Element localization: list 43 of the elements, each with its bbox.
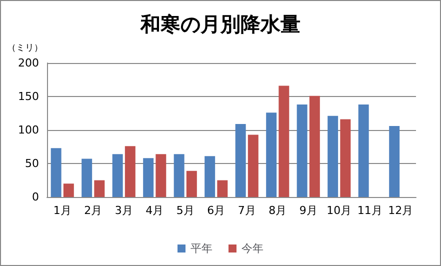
bar <box>204 156 216 197</box>
bar <box>186 170 197 197</box>
x-tick-label: 10月 <box>326 204 352 217</box>
legend-label: 平年 <box>190 242 212 255</box>
bar <box>143 158 154 197</box>
bar <box>340 119 351 197</box>
bar <box>50 148 62 197</box>
x-tick-label: 11月 <box>357 204 382 217</box>
bar <box>174 154 184 197</box>
bar <box>235 124 246 197</box>
x-tick-label: 5月 <box>176 204 194 217</box>
bar <box>389 126 400 197</box>
x-tick-label: 6月 <box>207 204 226 217</box>
bar <box>248 134 258 197</box>
bar <box>82 158 92 197</box>
y-tick-label: 100 <box>18 124 39 136</box>
x-tick-label: 3月 <box>114 204 133 217</box>
bar <box>358 104 369 197</box>
x-tick-label: 8月 <box>268 204 287 217</box>
bar <box>217 180 228 197</box>
bar <box>309 96 320 197</box>
bar <box>296 104 308 197</box>
x-tick-label: 7月 <box>238 204 256 217</box>
x-tick-label: 12月 <box>388 204 414 217</box>
bar <box>328 116 338 197</box>
bar <box>266 112 277 197</box>
bar <box>63 184 74 197</box>
y-tick-label: 50 <box>25 157 39 170</box>
x-tick-label: 9月 <box>299 204 318 217</box>
bar <box>156 154 166 197</box>
x-tick-label: 4月 <box>146 204 164 217</box>
bar <box>112 154 123 197</box>
x-tick-label: 2月 <box>84 204 102 217</box>
y-tick-label: 150 <box>18 90 39 103</box>
legend-label: 今年 <box>242 242 264 255</box>
chart-title: 和寒の月別降水量 <box>140 12 300 36</box>
bar <box>278 86 290 197</box>
y-tick-label: 0 <box>32 190 39 204</box>
bar <box>124 146 136 197</box>
y-axis-title: （ミリ） <box>7 44 43 54</box>
y-tick-label: 200 <box>18 56 39 70</box>
x-tick-label: 1月 <box>53 204 72 217</box>
bar <box>94 180 105 197</box>
